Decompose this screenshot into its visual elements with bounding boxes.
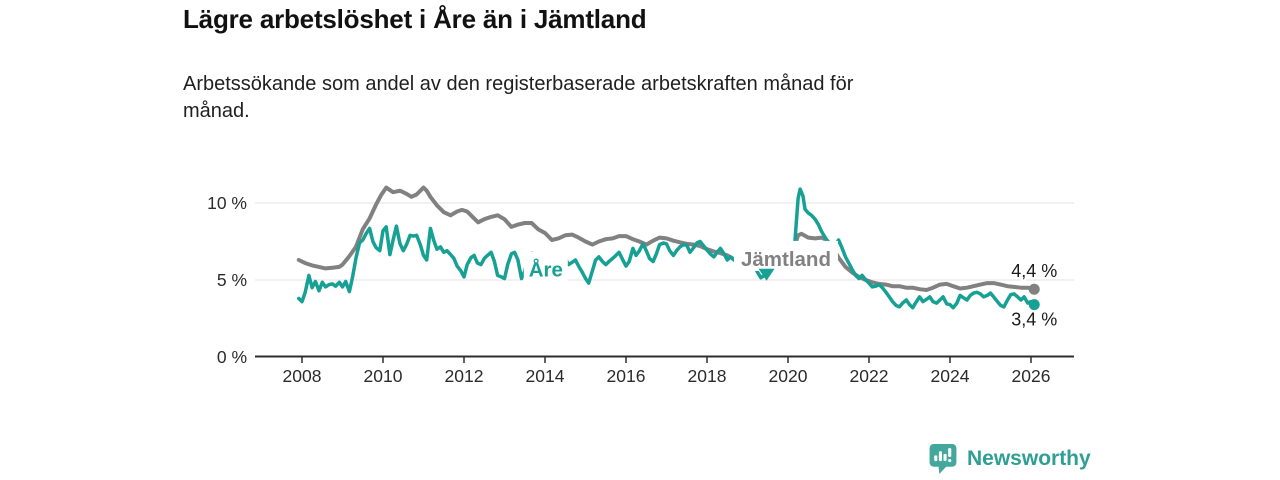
series-line-Åre bbox=[297, 187, 1036, 310]
end-value-label-Åre: 3,4 % bbox=[1011, 310, 1057, 330]
chart-title: Lägre arbetslöshet i Åre än i Jämtland bbox=[183, 4, 647, 34]
x-tick-label: 2010 bbox=[364, 366, 403, 386]
chart-subtitle: Arbetssökande som andel av den registerb… bbox=[183, 71, 853, 125]
series-label-plate bbox=[733, 240, 838, 271]
x-tick-label: 2016 bbox=[607, 366, 646, 386]
series-label-Åre: Åre bbox=[529, 258, 563, 282]
end-value-label-Jämtland: 4,4 % bbox=[1011, 261, 1057, 281]
x-tick-label: 2014 bbox=[526, 366, 565, 386]
y-tick-label: 0 % bbox=[217, 347, 247, 367]
x-tick-label: 2026 bbox=[1012, 366, 1051, 386]
chart-subtitle-line-2: månad. bbox=[183, 100, 250, 122]
newsworthy-logo[interactable]: Newsworthy bbox=[928, 443, 1091, 474]
x-tick-label: 2024 bbox=[931, 366, 970, 386]
newsworthy-bubble-barchart-icon bbox=[929, 444, 957, 474]
newsworthy-logo-text: Newsworthy bbox=[967, 446, 1091, 470]
end-dot-Jämtland bbox=[1028, 283, 1040, 295]
series-label-plate bbox=[523, 251, 568, 282]
end-dot-Åre bbox=[1028, 299, 1040, 311]
chart-subtitle-line-1: Arbetssökande som andel av den registerb… bbox=[183, 73, 854, 95]
y-tick-label: 5 % bbox=[217, 270, 247, 290]
triangle-down-marker bbox=[758, 268, 775, 281]
x-tick-label: 2012 bbox=[445, 366, 484, 386]
series-line-Jämtland bbox=[296, 185, 1037, 292]
x-tick-label: 2018 bbox=[688, 366, 727, 386]
x-tick-label: 2022 bbox=[850, 366, 889, 386]
x-tick-label: 2020 bbox=[769, 366, 808, 386]
series-label-Jämtland: Jämtland bbox=[741, 248, 831, 271]
y-tick-label: 10 % bbox=[207, 193, 247, 213]
x-tick-label: 2008 bbox=[283, 366, 322, 386]
